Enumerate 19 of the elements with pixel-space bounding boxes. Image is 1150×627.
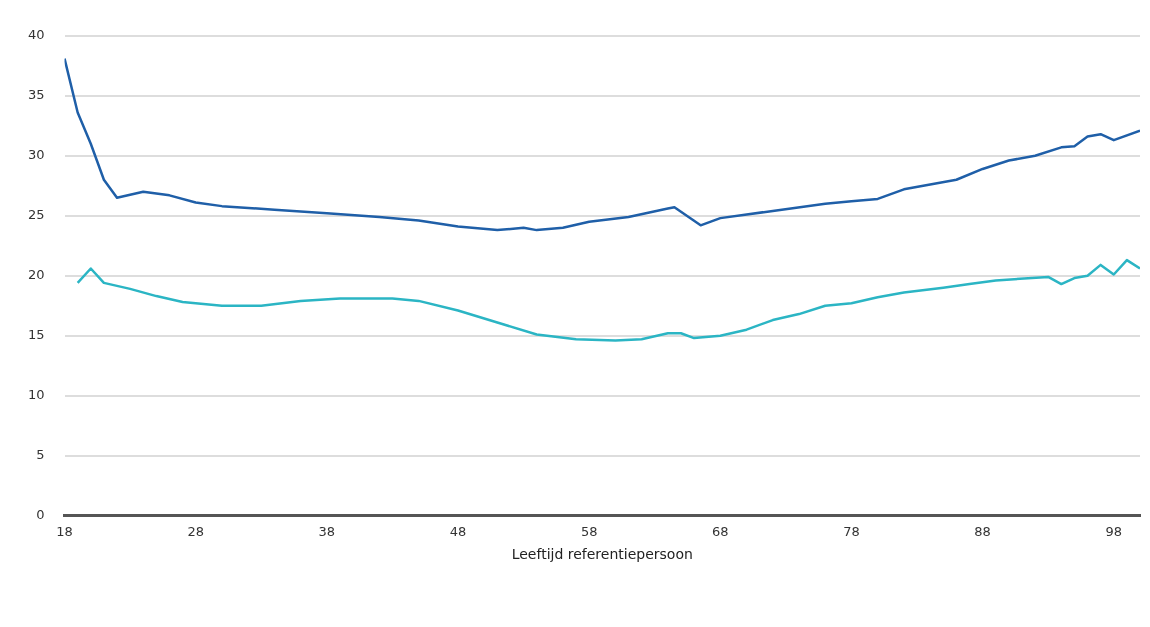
y-tick-label: 15 xyxy=(28,327,45,343)
x-tick-label: 98 xyxy=(1105,523,1123,539)
x-tick-label: 58 xyxy=(580,523,598,539)
x-tick-label: 78 xyxy=(843,523,860,539)
y-tick-label: 30 xyxy=(28,147,45,163)
x-tick-label: 68 xyxy=(712,523,729,539)
x-tick-label: 28 xyxy=(187,523,204,539)
y-tick-label: 10 xyxy=(28,387,45,403)
y-tick-label: 0 xyxy=(36,506,45,522)
y-tick-label: 20 xyxy=(28,267,45,283)
x-tick-label: 88 xyxy=(974,523,991,539)
y-tick-label: 25 xyxy=(28,207,45,223)
x-tick-label: 38 xyxy=(318,523,336,539)
y-tick-label: 5 xyxy=(36,447,45,462)
x-tick-label: 48 xyxy=(449,523,467,539)
x-axis-title: Leeftijd referentiepersoon xyxy=(511,546,693,563)
x-tick-label: 18 xyxy=(56,523,73,539)
y-tick-label: 35 xyxy=(28,87,45,103)
y-tick-label: 40 xyxy=(28,27,45,43)
